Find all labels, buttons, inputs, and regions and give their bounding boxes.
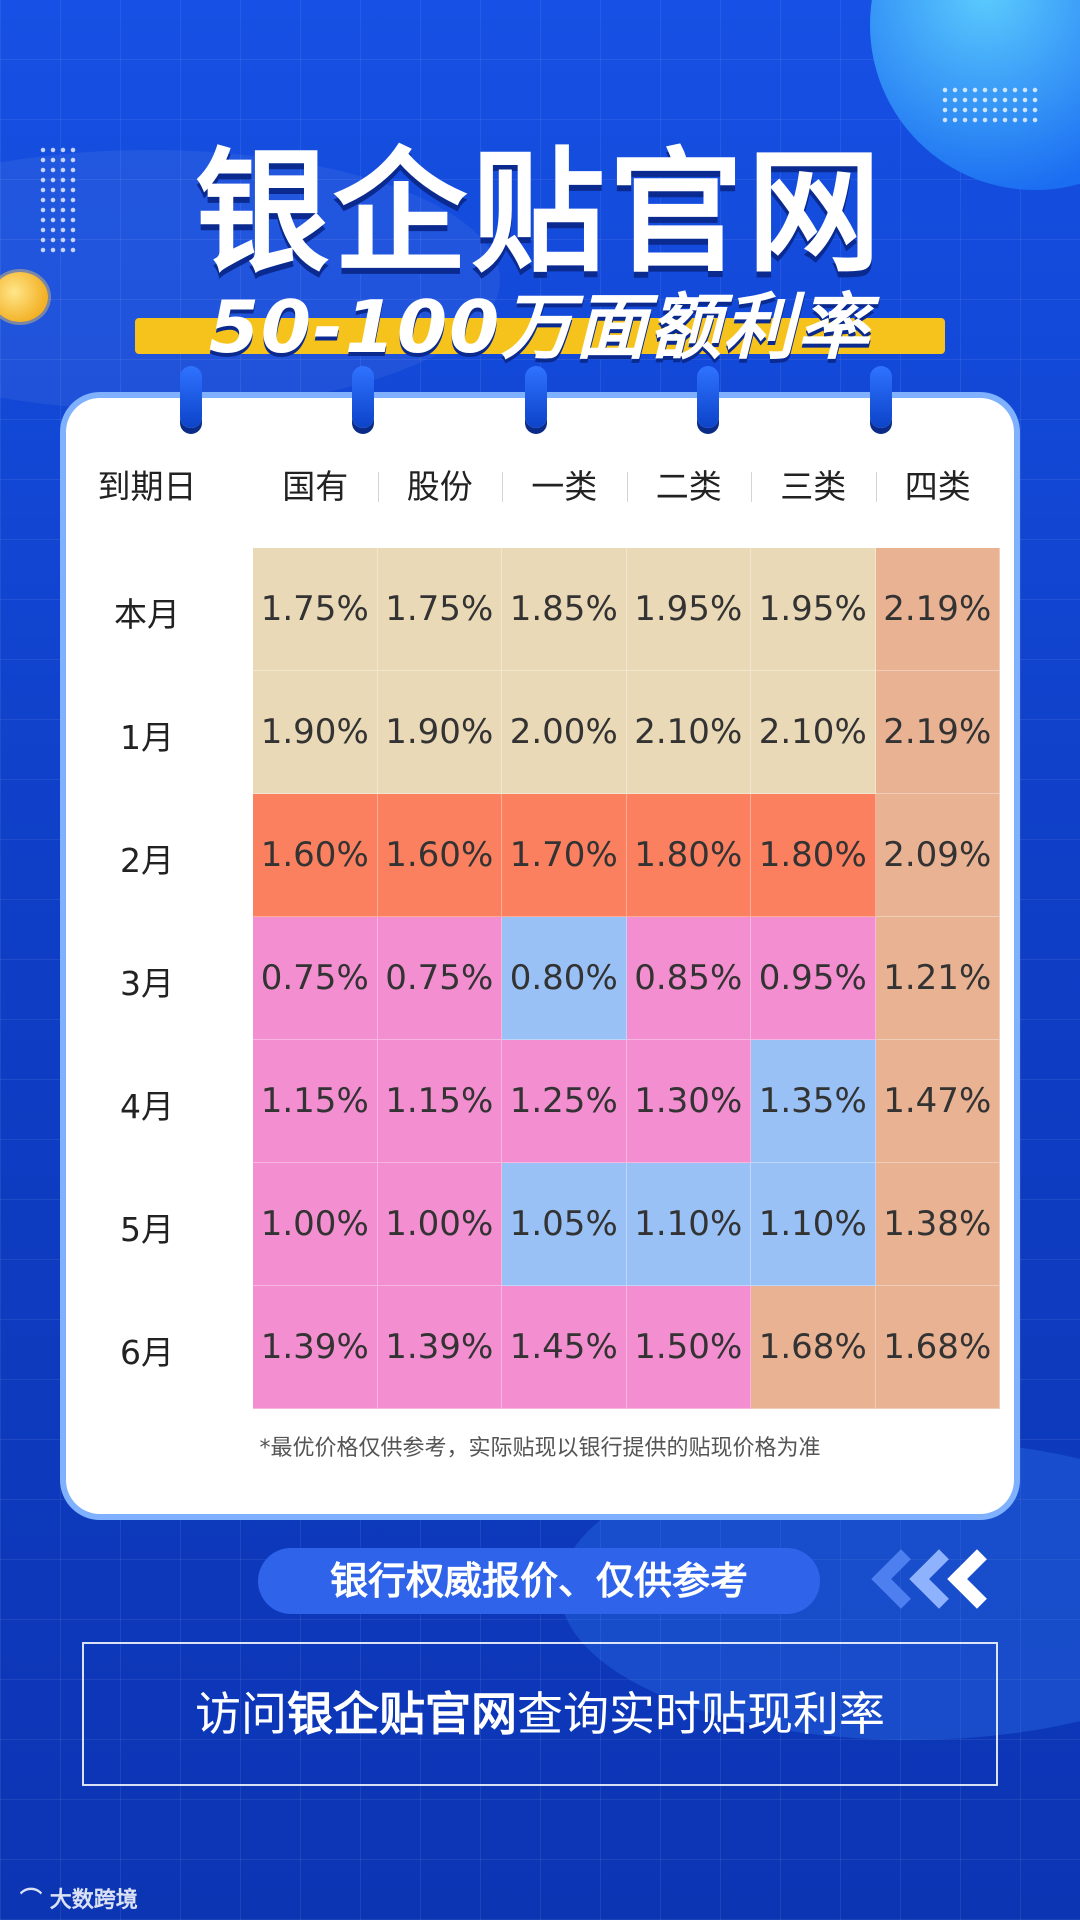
rate-cell: 1.10% [751,1163,876,1286]
binder-ring-icon [342,366,384,436]
rate-cell: 1.90% [377,671,502,794]
rate-cell: 1.75% [377,548,502,671]
column-header: 二类 [655,467,722,506]
watermark-logo-icon: ⌒ [20,1888,43,1913]
cta-suffix: 查询实时贴现利率 [517,1687,885,1741]
column-header: 四类 [904,467,971,506]
rate-cell: 1.80% [626,794,751,917]
rate-cell: 0.85% [626,917,751,1040]
cta-prefix: 访问 [195,1687,287,1741]
rate-cell: 1.95% [751,548,876,671]
rate-cell: 2.10% [626,671,751,794]
table-corner-header: 到期日 [97,467,197,506]
rate-cell: 1.75% [253,548,378,671]
rate-cell: 1.39% [253,1286,378,1409]
rate-cell: 1.68% [751,1286,876,1409]
column-header: 国有 [282,467,349,506]
rate-cell: 1.05% [502,1163,627,1286]
column-header: 三类 [780,467,847,506]
column-separator [751,472,752,502]
binder-ring-icon [860,366,902,436]
row-label: 1月 [120,718,174,757]
rate-cell: 1.47% [875,1040,1000,1163]
row-label: 本月 [114,595,180,634]
cta-box[interactable]: 访问银企贴官网查询实时贴现利率 [82,1642,998,1786]
row-label: 2月 [120,841,174,880]
reference-pill: 银行权威报价、仅供参考 [258,1548,820,1614]
binder-ring-icon [170,366,212,436]
rate-cell: 1.50% [626,1286,751,1409]
column-header: 股份 [406,467,473,506]
coin-icon [0,272,48,322]
dot-grid-decoration [940,85,1040,125]
column-separator [875,472,877,502]
watermark-text: 大数跨境 [49,1888,138,1913]
rate-cell: 1.45% [502,1286,627,1409]
dot-grid-decoration [38,145,78,255]
rate-cell: 1.10% [626,1163,751,1286]
rate-cell: 1.00% [253,1163,378,1286]
rate-cell: 1.35% [751,1040,876,1163]
subtitle-highlight [135,318,945,354]
rate-cell: 1.60% [253,794,378,917]
column-separator [377,472,379,502]
rate-cell: 1.80% [751,794,876,917]
rate-cell: 2.09% [875,794,1000,917]
rate-cell: 2.19% [875,548,1000,671]
rate-cell: 0.80% [502,917,627,1040]
rate-cell: 1.90% [253,671,378,794]
rate-cell: 1.30% [626,1040,751,1163]
disclaimer-note: *最优价格仅供参考，实际贴现以银行提供的贴现价格为准 [259,1436,821,1461]
column-header: 一类 [531,467,598,506]
rate-cell: 2.10% [751,671,876,794]
rate-cell: 1.70% [502,794,627,917]
rate-cell: 0.75% [377,917,502,1040]
rate-cell: 1.25% [502,1040,627,1163]
row-label: 5月 [120,1210,174,1249]
rate-cell: 1.38% [875,1163,1000,1286]
column-separator [502,472,503,502]
column-separator [626,472,628,502]
rate-cell: 1.15% [253,1040,378,1163]
rate-cell: 1.00% [377,1163,502,1286]
rate-cell: 2.19% [875,671,1000,794]
cta-brand: 银企贴官网 [287,1687,517,1741]
rate-cell: 2.00% [502,671,627,794]
poster-title: 银企贴官网 [194,135,885,291]
row-label: 4月 [120,1087,174,1126]
rate-cell: 0.75% [253,917,378,1040]
binder-ring-icon [687,366,729,436]
rate-cell: 1.68% [875,1286,1000,1409]
rate-cell: 1.21% [875,917,1000,1040]
rate-cell: 1.95% [626,548,751,671]
rate-cell: 1.15% [377,1040,502,1163]
row-label: 3月 [120,964,174,1003]
rate-cell: 1.39% [377,1286,502,1409]
poster-subtitle: 50-100万面额利率 [208,285,872,369]
rate-cell: 0.95% [751,917,876,1040]
rate-cell: 1.60% [377,794,502,917]
row-label: 6月 [120,1333,174,1372]
rate-cell: 1.85% [502,548,627,671]
watermark: ⌒ 大数跨境 [20,1882,138,1914]
binder-ring-icon [515,366,557,436]
